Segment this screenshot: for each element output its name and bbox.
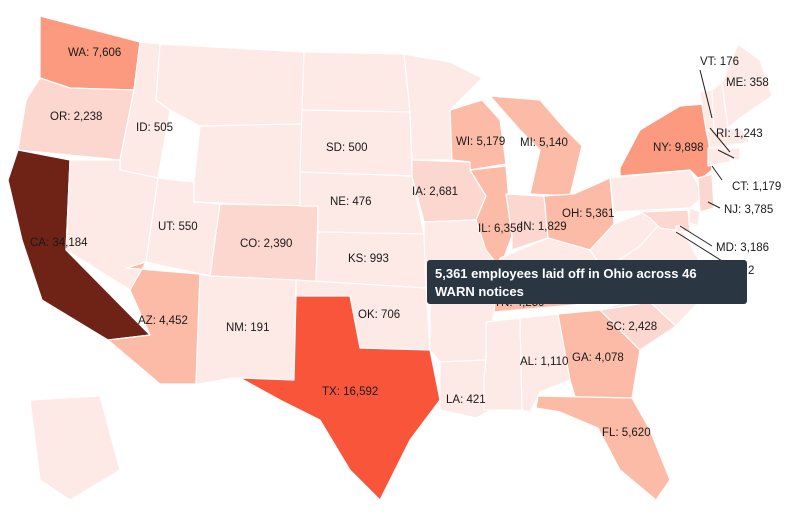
state-label-me: ME: 358	[726, 77, 769, 89]
state-label-in: IN: 1,829	[520, 221, 567, 233]
hover-tooltip: 5,361 employees laid off in Ohio across …	[427, 260, 747, 304]
state-label-ut: UT: 550	[158, 221, 198, 233]
state-me[interactable]	[721, 43, 773, 129]
label-leader-line	[709, 127, 731, 153]
state-label-wi: WI: 5,179	[456, 136, 505, 148]
tooltip-line-2: WARN notices	[435, 284, 524, 299]
state-label-ri: RI: 1,243	[716, 128, 763, 140]
state-label-ct: CT: 1,179	[732, 181, 781, 193]
state-label-dc: 2	[748, 265, 754, 277]
label-leader-line	[717, 149, 735, 159]
state-label-la: LA: 421	[446, 394, 486, 406]
state-label-tx: TX: 16,592	[322, 386, 378, 398]
state-ct[interactable]	[707, 147, 731, 167]
state-mt[interactable]	[155, 43, 305, 127]
state-ny[interactable]	[619, 103, 713, 181]
state-label-id: ID: 505	[136, 122, 173, 134]
state-label-nj: NJ: 3,785	[724, 204, 773, 216]
state-ma[interactable]	[705, 127, 751, 149]
state-in[interactable]	[505, 193, 549, 251]
state-label-oh: OH: 5,361	[562, 208, 614, 220]
state-label-ok: OK: 706	[358, 309, 400, 321]
state-label-ga: GA: 4,078	[572, 352, 624, 364]
state-pa[interactable]	[609, 169, 705, 213]
state-label-wa: WA: 7,606	[68, 47, 121, 59]
state-il[interactable]	[469, 165, 513, 269]
label-leader-line	[699, 69, 713, 119]
state-ms[interactable]	[483, 317, 523, 411]
state-wi[interactable]	[449, 99, 507, 171]
state-label-fl: FL: 5,620	[602, 427, 651, 439]
state-wy[interactable]	[193, 123, 303, 207]
state-ak[interactable]	[29, 395, 121, 501]
state-label-ia: IA: 2,681	[412, 186, 458, 198]
state-label-ks: KS: 993	[348, 253, 389, 265]
state-label-mi: MI: 5,140	[520, 137, 568, 149]
state-label-ne: NE: 476	[330, 196, 372, 208]
tooltip-line-1: 5,361 employees laid off in Ohio across …	[435, 266, 697, 281]
state-label-az: AZ: 4,452	[138, 315, 188, 327]
label-leader-line	[711, 165, 723, 181]
label-leader-line	[707, 201, 721, 209]
label-leader-line	[679, 225, 713, 247]
state-label-il: IL: 6,356	[478, 223, 523, 235]
state-label-sc: SC: 2,428	[606, 321, 657, 333]
state-label-sd: SD: 500	[326, 142, 368, 154]
state-label-co: CO: 2,390	[240, 238, 292, 250]
state-label-ny: NY: 9,898	[653, 142, 704, 154]
state-label-or: OR: 2,238	[50, 111, 102, 123]
state-ri[interactable]	[729, 147, 741, 161]
state-label-al: AL: 1,110	[520, 356, 568, 368]
state-nd[interactable]	[301, 51, 411, 113]
state-label-md: MD: 3,186	[716, 242, 769, 254]
state-label-vt: VT: 176	[700, 56, 739, 68]
state-label-ca: CA: 34,184	[30, 237, 88, 249]
state-label-nm: NM: 191	[226, 322, 269, 334]
states-layer	[7, 15, 773, 501]
state-nj[interactable]	[697, 173, 715, 213]
state-fl[interactable]	[535, 395, 671, 501]
state-labels: WA: 7,606 OR: 2,238 CA: 34,184 ID: 505 AZ: 4…	[30, 47, 781, 439]
state-tx[interactable]	[239, 295, 441, 501]
